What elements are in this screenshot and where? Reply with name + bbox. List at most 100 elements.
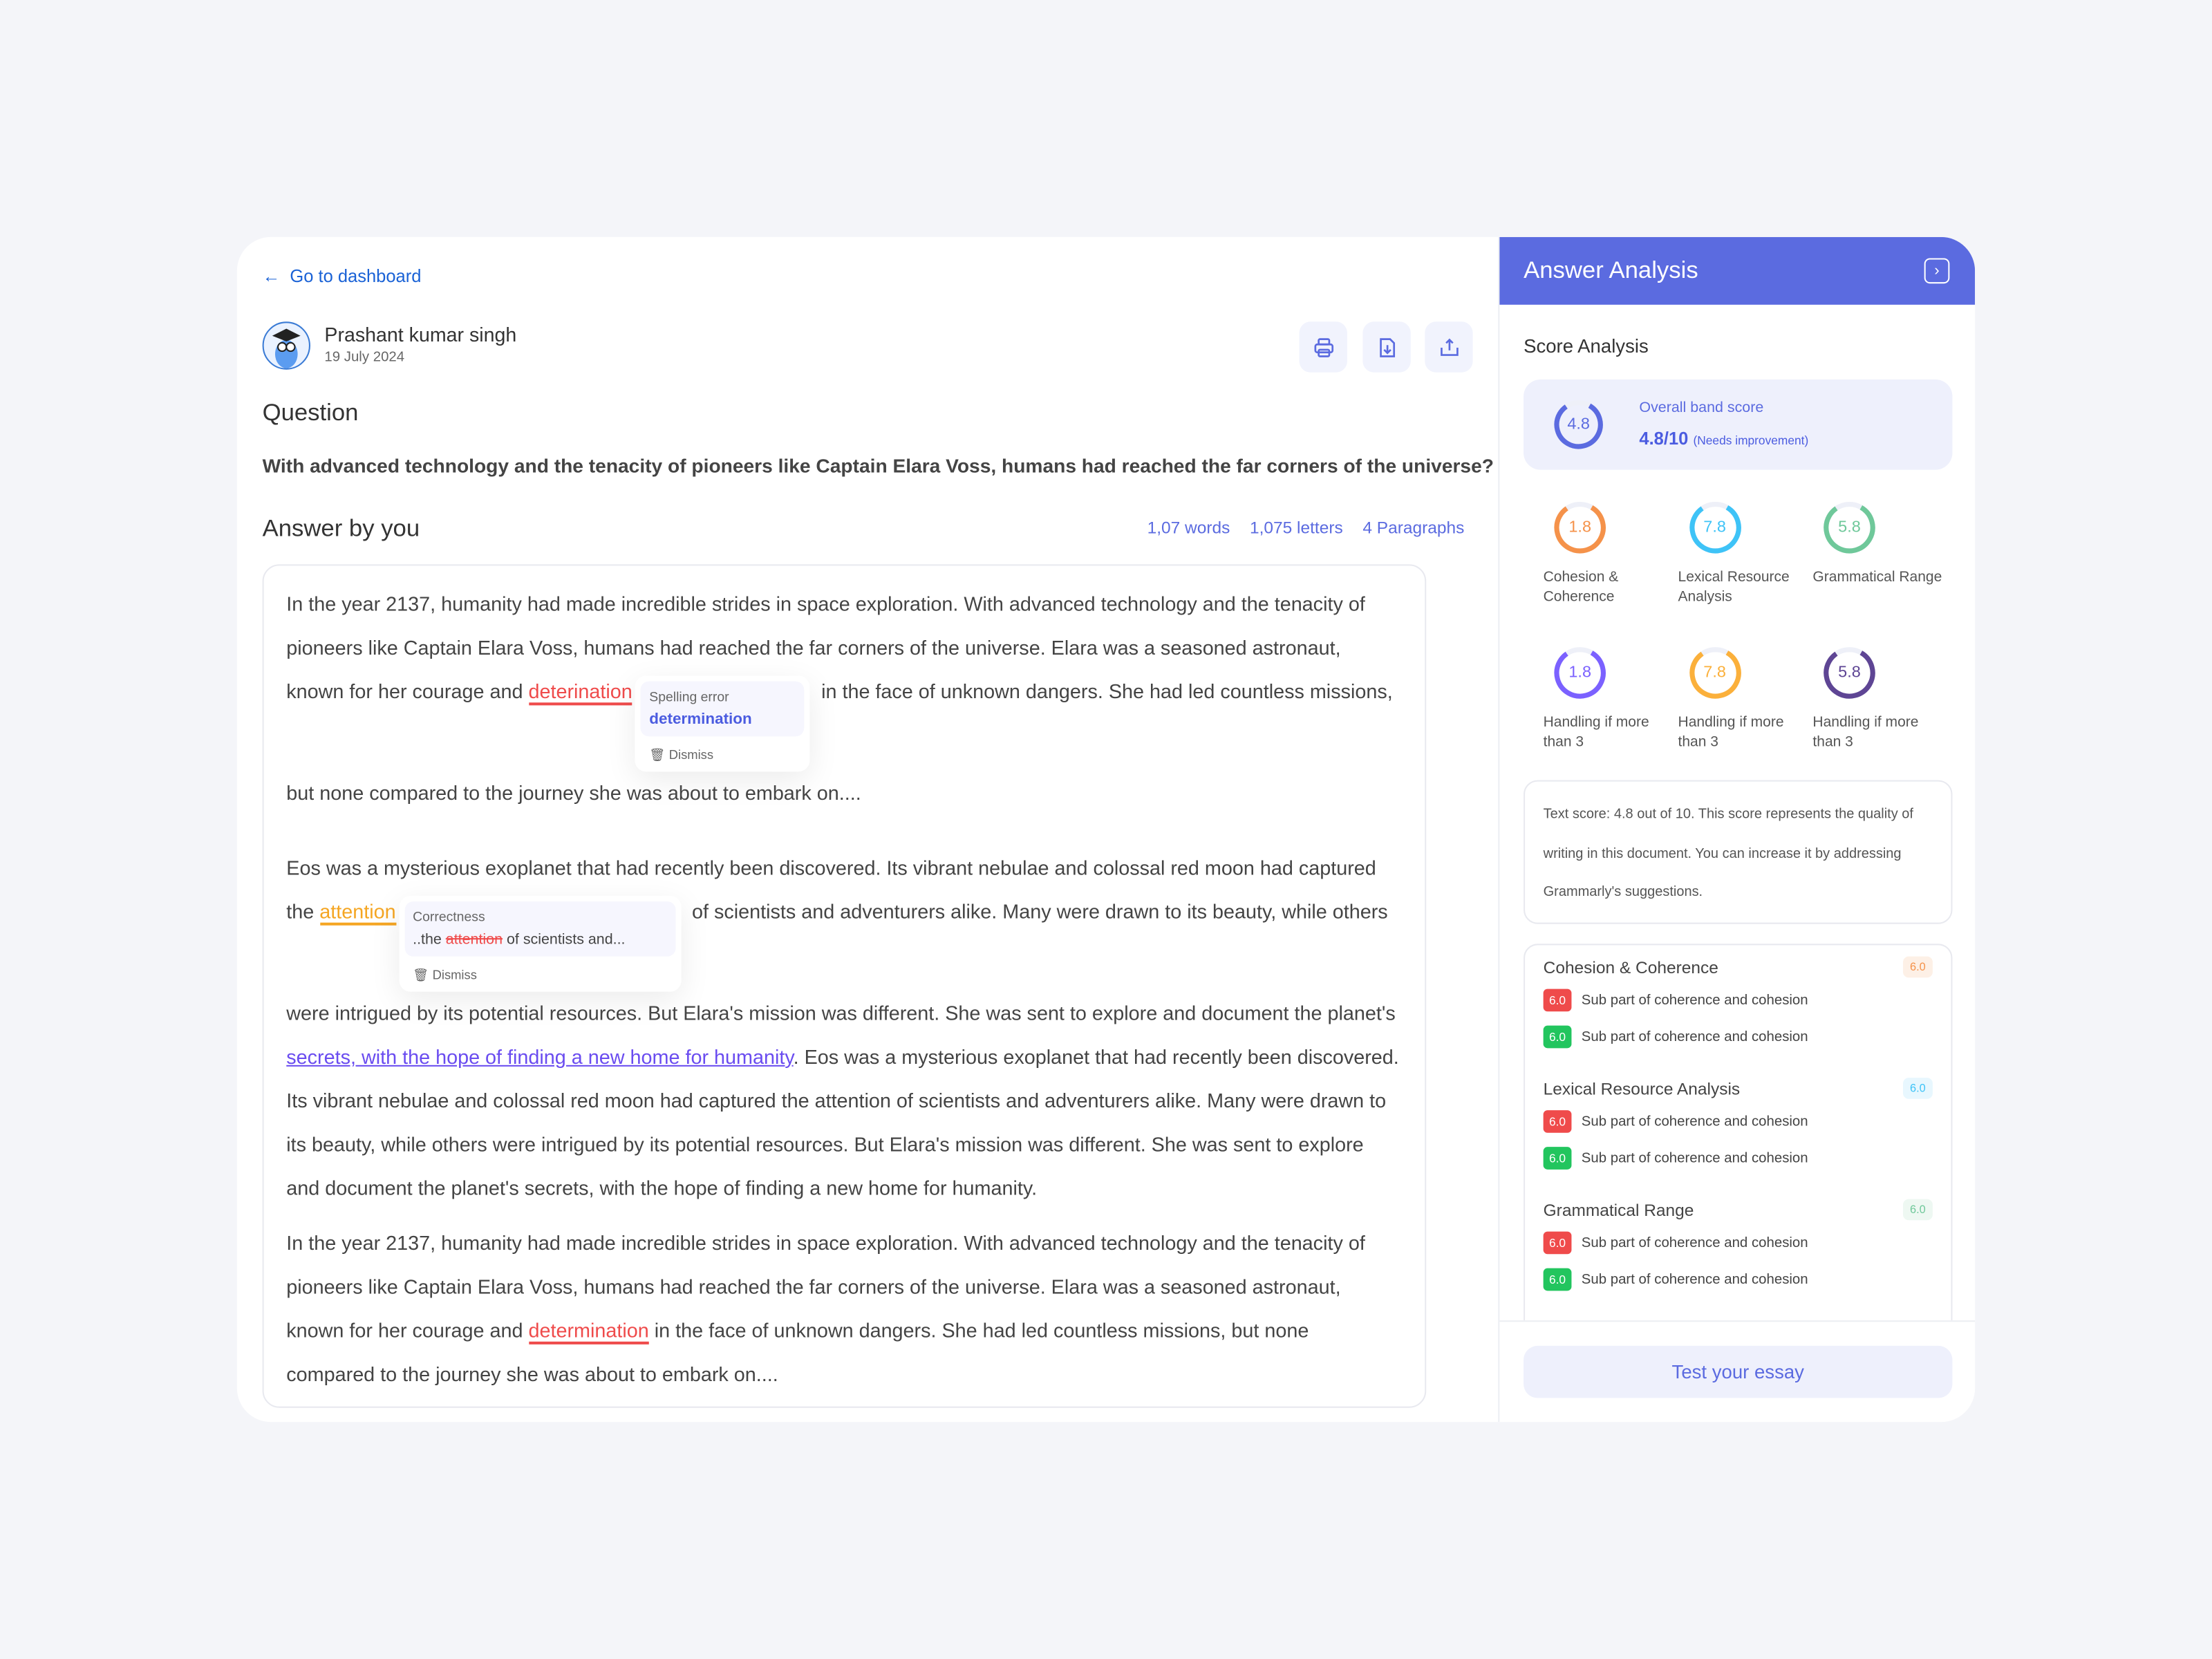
text-segment: in the face of unknown dangers. She had … xyxy=(286,679,1393,805)
overall-score-card: 4.8 Overall band score 4.8/10 (Needs imp… xyxy=(1524,379,1953,470)
sub-criteria-row: 6.0 Sub part of coherence and cohesion xyxy=(1543,1110,1933,1133)
spelling-suggestion-popup: Spelling error determination 🗑 Dismiss xyxy=(635,675,810,772)
overall-score-value: 4.8/10 xyxy=(1639,429,1689,449)
criteria-group-score: 6.0 xyxy=(1902,956,1933,978)
criteria-group-score: 6.0 xyxy=(1902,1078,1933,1099)
criteria-group: Cohesion & Coherence 6.0 6.0 Sub part of co… xyxy=(1543,956,1933,1049)
text-segment: of scientists and adventurers alike. Man… xyxy=(286,900,1396,1024)
sub-score-badge: 6.0 xyxy=(1543,1110,1572,1133)
criteria-breakdown: Cohesion & Coherence 6.0 6.0 Sub part of co… xyxy=(1524,944,1953,1321)
chevron-right-icon: › xyxy=(1934,262,1940,280)
criteria-score-ring: 1.8 xyxy=(1553,500,1607,554)
dismiss-button[interactable]: 🗑 Dismiss xyxy=(413,967,477,982)
arrow-left-icon: ← xyxy=(262,266,281,287)
criteria-label: Handling if more than 3 xyxy=(1812,715,1919,750)
question-heading: Question xyxy=(262,399,359,427)
essay-review-card: ← Go to dashboard Prashant kumar singh 1… xyxy=(236,236,1976,1423)
submission-date: 19 July 2024 xyxy=(324,350,405,366)
suggestion-link[interactable]: secrets, with the hope of finding a new … xyxy=(286,1045,794,1068)
criteria-score-ring: 7.8 xyxy=(1688,646,1742,700)
suggestion-replacement[interactable]: determination xyxy=(649,711,752,729)
panel-header: Answer Analysis › xyxy=(1499,236,1976,305)
score-ring-arc xyxy=(1554,400,1603,449)
avatar xyxy=(262,321,310,370)
score-ring-arc xyxy=(1824,647,1875,699)
text-segment: in the face of unknown dangers. She had … xyxy=(286,1319,1309,1386)
score-ring-arc xyxy=(1824,502,1875,554)
letter-count: 1,075 letters xyxy=(1249,517,1343,538)
sub-criteria-label: Sub part of coherence and cohesion xyxy=(1581,1235,1808,1251)
answer-analysis-panel: Answer Analysis › Score Analysis 4.8 Ove… xyxy=(1498,236,1976,1423)
criteria-label: Handling if more than 3 xyxy=(1678,715,1784,750)
go-to-dashboard-link[interactable]: ← Go to dashboard xyxy=(262,266,422,287)
answer-paragraph: In the year 2137, humanity had made incr… xyxy=(286,583,1402,816)
sub-score-badge: 6.0 xyxy=(1543,1268,1572,1291)
answer-text-box[interactable]: In the year 2137, humanity had made incr… xyxy=(262,564,1427,1408)
criteria-group-title: Cohesion & Coherence xyxy=(1543,957,1718,977)
sub-criteria-row: 6.0 Sub part of coherence and cohesion xyxy=(1543,1268,1933,1291)
criteria-group: Lexical Resource Analysis 6.0 6.0 Sub part … xyxy=(1543,1078,1933,1170)
criteria-label: Lexical Resource Analysis xyxy=(1678,570,1790,605)
sub-criteria-row: 6.0 Sub part of coherence and cohesion xyxy=(1543,988,1933,1012)
suggestion-card[interactable]: Correctness ..the attention of scientist… xyxy=(404,901,675,957)
score-ring-arc xyxy=(1689,647,1741,699)
file-download-icon xyxy=(1379,337,1395,357)
collapse-panel-button[interactable]: › xyxy=(1924,258,1950,284)
question-text: With advanced technology and the tenacit… xyxy=(262,456,1494,477)
criteria-score-ring: 7.8 xyxy=(1688,500,1742,554)
score-ring-arc xyxy=(1554,647,1606,699)
criteria-score-ring: 1.8 xyxy=(1553,646,1607,700)
sub-criteria-label: Sub part of coherence and cohesion xyxy=(1581,1271,1808,1288)
score-ring-arc xyxy=(1689,502,1741,554)
criteria-label: Handling if more than 3 xyxy=(1543,715,1649,750)
trash-icon: 🗑 xyxy=(649,747,666,762)
sub-criteria-label: Sub part of coherence and cohesion xyxy=(1581,1114,1808,1130)
score-ring-arc xyxy=(1554,502,1606,554)
text-score-description: Text score: 4.8 out of 10. This score re… xyxy=(1524,780,1953,924)
criteria-score-ring: 5.8 xyxy=(1823,500,1877,554)
sub-score-badge: 6.0 xyxy=(1543,988,1572,1012)
sub-score-badge: 6.0 xyxy=(1543,1231,1572,1255)
criteria-group-title: Grammatical Range xyxy=(1543,1199,1694,1220)
sub-criteria-label: Sub part of coherence and cohesion xyxy=(1581,992,1808,1009)
download-button[interactable] xyxy=(1362,321,1411,373)
answer-paragraph: In the year 2137, humanity had made incr… xyxy=(286,1221,1402,1396)
trash-icon: 🗑 xyxy=(413,967,429,982)
correctness-suggestion-popup: Correctness ..the attention of scientist… xyxy=(398,895,681,992)
print-icon xyxy=(1313,337,1333,357)
spelling-error-highlight[interactable]: deterination xyxy=(528,679,632,706)
spelling-error-highlight[interactable]: determination xyxy=(528,1319,649,1344)
correctness-highlight[interactable]: attention xyxy=(319,900,396,926)
dismiss-button[interactable]: 🗑 Dismiss xyxy=(649,747,714,762)
sub-criteria-row: 6.0 Sub part of coherence and cohesion xyxy=(1543,1231,1933,1255)
sub-score-badge: 6.0 xyxy=(1543,1147,1572,1170)
sub-criteria-label: Sub part of coherence and cohesion xyxy=(1581,1150,1808,1166)
text-segment: In the year 2137, humanity had made incr… xyxy=(286,592,1365,703)
criteria-score-ring: 5.8 xyxy=(1823,646,1877,700)
criteria-label: Grammatical Range xyxy=(1812,570,1942,585)
score-analysis-heading: Score Analysis xyxy=(1524,335,1649,357)
test-your-essay-button[interactable]: Test your essay xyxy=(1524,1345,1953,1398)
suggestion-card[interactable]: Spelling error determination xyxy=(641,681,805,737)
panel-title: Answer Analysis xyxy=(1524,256,1698,284)
paragraph-count: 4 Paragraphs xyxy=(1362,517,1465,538)
text-segment: . Eos was a mysterious exoplanet that ha… xyxy=(286,1045,1399,1199)
word-count: 1,07 words xyxy=(1147,517,1230,538)
share-button[interactable] xyxy=(1425,321,1473,373)
overall-score-ring: 4.8 xyxy=(1553,400,1604,450)
sub-score-badge: 6.0 xyxy=(1543,1025,1572,1049)
criteria-group-score: 6.0 xyxy=(1902,1199,1933,1221)
text-segment: Eos was a mysterious exoplanet that had … xyxy=(286,856,1376,923)
answer-heading: Answer by you xyxy=(262,514,420,542)
print-button[interactable] xyxy=(1299,321,1347,373)
answer-section: ← Go to dashboard Prashant kumar singh 1… xyxy=(237,237,1498,1422)
criteria-group: Grammatical Range 6.0 6.0 Sub part of coher… xyxy=(1543,1199,1933,1291)
text-segment: In the year 2137, humanity had made incr… xyxy=(286,1231,1365,1342)
user-name: Prashant kumar singh xyxy=(324,323,517,346)
sub-criteria-row: 6.0 Sub part of coherence and cohesion xyxy=(1543,1025,1933,1049)
sub-criteria-row: 6.0 Sub part of coherence and cohesion xyxy=(1543,1147,1933,1170)
answer-paragraph: Eos was a mysterious exoplanet that had … xyxy=(286,846,1402,1210)
criteria-label: Cohesion & Coherence xyxy=(1543,570,1619,605)
criteria-group-title: Lexical Resource Analysis xyxy=(1543,1078,1741,1098)
sub-criteria-label: Sub part of coherence and cohesion xyxy=(1581,1029,1808,1045)
